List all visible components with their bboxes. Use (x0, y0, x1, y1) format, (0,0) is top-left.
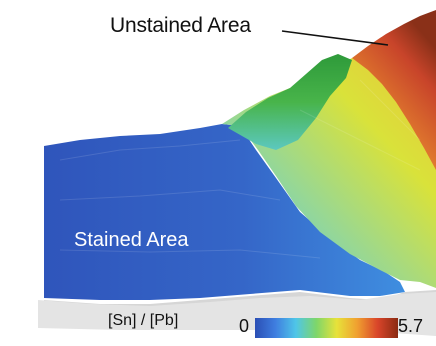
annotation-unstained-area: Unstained Area (110, 14, 251, 37)
peak-region (352, 10, 436, 170)
stained-region (44, 124, 405, 300)
surface-facets (59, 79, 421, 259)
colorbar-max-label: 5.7 (398, 316, 424, 336)
colorbar-label: [Sn] / [Pb] (108, 312, 179, 329)
colorbar (255, 318, 398, 338)
colorbar-gradient (255, 318, 398, 338)
green-ridge (228, 54, 352, 150)
annotation-stained-area: Stained Area (74, 229, 189, 251)
colorbar-min-label: 0 (239, 316, 250, 336)
annotation-leader (281, 30, 389, 46)
